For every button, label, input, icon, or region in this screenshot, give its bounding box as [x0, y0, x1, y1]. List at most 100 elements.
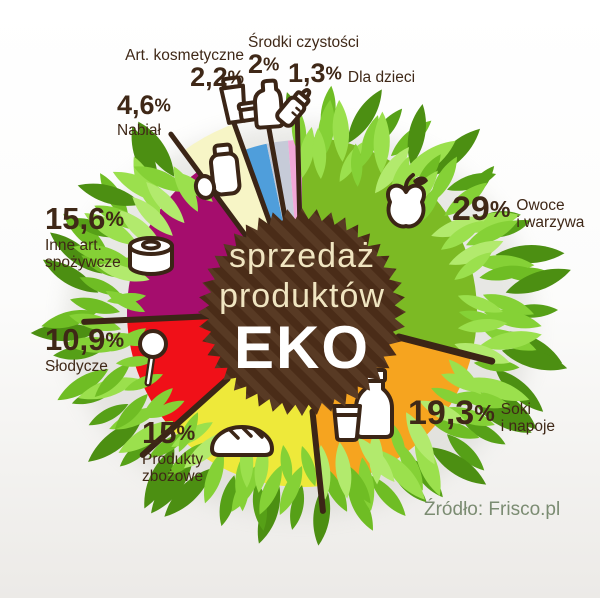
leaf: [118, 420, 174, 453]
leaf: [301, 446, 316, 487]
pointer-line-1: [309, 408, 326, 514]
label-dla-dzieci: 1,3% Dla dzieci: [288, 60, 415, 87]
label-inne-art-spozywcze: 15,6% Inne art. spożywcze: [45, 203, 124, 272]
leaf: [290, 485, 304, 530]
milk-bottle-icon: [193, 142, 242, 200]
label-value: 2%: [248, 49, 280, 80]
leaf: [454, 252, 492, 280]
leaf: [351, 143, 363, 187]
label-name: Art. kosmetyczne: [125, 47, 244, 64]
leaf-wreath: [30, 85, 571, 546]
leaf: [219, 475, 237, 527]
leaf: [30, 323, 99, 342]
leaf: [115, 393, 148, 430]
label-value: 4,6%: [117, 90, 171, 120]
leaf: [164, 467, 214, 517]
category-icons: [128, 75, 428, 457]
leaf: [96, 263, 150, 282]
leaf: [447, 434, 485, 471]
egg-icon: [193, 174, 217, 200]
apple-icon: [386, 173, 428, 229]
label-srodki-czystosci: Środki czystości 2%: [248, 34, 359, 78]
leaf: [73, 244, 131, 264]
label-nabial: 4,6% Nabiał: [117, 90, 171, 140]
label-value: 2,2%: [190, 62, 244, 93]
leaf: [280, 445, 293, 486]
pointer-line-3: [81, 312, 221, 325]
label-value: 15,6%: [45, 201, 125, 236]
leaf: [357, 437, 395, 483]
label-art-kosmetyczne: Art. kosmetyczne 2,2%: [96, 47, 244, 91]
leaf: [79, 277, 122, 296]
leaf: [369, 475, 406, 517]
leaf: [57, 369, 109, 401]
label-name: Dla dzieci: [347, 69, 416, 86]
leaf: [88, 419, 142, 462]
leaf: [373, 111, 390, 174]
leaf: [381, 450, 425, 500]
leaf: [142, 388, 173, 418]
leaf: [462, 419, 506, 445]
pointer-line-2: [139, 375, 231, 458]
leaf: [375, 146, 410, 194]
label-slodycze: 10,9% Słodycze: [45, 324, 124, 375]
label-name: Środki czystości: [248, 34, 360, 51]
leaf: [419, 400, 468, 424]
leaf: [505, 268, 571, 294]
label-name: Inne art. spożywcze: [45, 237, 121, 272]
leaf: [106, 293, 147, 305]
label-name: Soki i napoje: [500, 401, 556, 436]
leaf: [148, 400, 185, 418]
label-value: 19,3%: [408, 394, 495, 432]
badge-starburst: [198, 208, 406, 416]
leaf: [115, 356, 156, 367]
leaf: [501, 348, 568, 371]
label-owoce-i-warzywa: 29% Owoce i warzywa: [452, 192, 584, 232]
leaf: [132, 196, 173, 236]
leaf: [475, 403, 532, 433]
leaf: [94, 362, 131, 398]
leaf: [479, 265, 530, 281]
leaf: [178, 412, 198, 453]
leaf: [42, 259, 99, 293]
leaf: [64, 336, 125, 353]
leaf: [138, 121, 175, 177]
leaf: [332, 99, 350, 162]
leaf: [124, 373, 163, 391]
leaf: [390, 422, 406, 462]
leaf: [430, 420, 480, 439]
leaf: [441, 373, 491, 393]
leaf: [279, 466, 303, 516]
leaf: [407, 104, 426, 166]
leaf: [88, 403, 129, 426]
leaf: [144, 447, 175, 509]
leaf: [448, 240, 504, 265]
bread-icon: [210, 425, 274, 457]
label-soki-i-napoje: 19,3% Soki i napoje: [408, 396, 555, 436]
leaf: [312, 128, 327, 179]
leaf: [457, 295, 503, 313]
badge-title-line1: sprzedaż: [229, 237, 375, 275]
leaf: [347, 480, 373, 531]
source-credit: Źródło: Frisco.pl: [424, 499, 561, 520]
label-value: 10,9%: [45, 322, 125, 357]
leaf: [456, 391, 511, 409]
leaf: [299, 126, 315, 178]
label-produkty-zbozowe: 15% Produkty zbożowe: [142, 417, 203, 486]
leaf: [259, 465, 282, 515]
leaf: [482, 294, 535, 315]
badge-title-line3: EKO: [234, 314, 370, 381]
leaf: [63, 213, 109, 255]
leaf: [454, 343, 510, 364]
label-name: Produkty zbożowe: [142, 451, 204, 486]
leaf: [133, 166, 189, 192]
leaf: [358, 457, 375, 511]
leaf: [457, 318, 508, 333]
leaf: [495, 369, 544, 412]
lollipop-icon: [138, 329, 168, 387]
leaf: [484, 309, 542, 329]
leaf: [360, 115, 380, 167]
leaf: [441, 220, 484, 250]
leaf: [444, 182, 488, 216]
